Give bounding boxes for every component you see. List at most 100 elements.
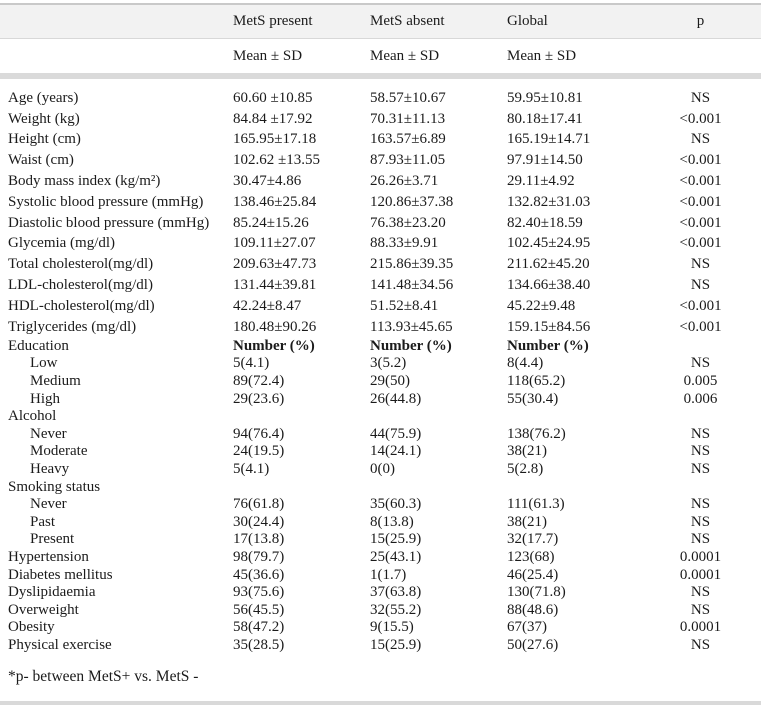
data-cell: 120.86±37.38 [370,193,454,210]
data-cell: 35(28.5) [233,636,285,653]
row-label: Weight (kg) [8,110,80,127]
data-cell: 29(23.6) [233,390,285,407]
row-label: Smoking status [8,478,101,495]
data-cell: 5(2.8) [507,461,544,478]
p-value-cell: NS [690,443,711,460]
data-cell: 76(61.8) [233,496,285,513]
table-row: Smoking status [0,478,761,496]
row-label: Alcohol [8,408,57,425]
p-value-cell: 0.0001 [679,548,722,565]
table-row: Never 94(76.4) 44(75.9) 138(76.2) NS [0,426,761,444]
data-cell: 132.82±31.03 [507,193,591,210]
data-cell: 113.93±45.65 [370,318,453,335]
data-cell: 8(13.8) [370,513,414,530]
data-cell: 5(4.1) [233,355,270,372]
table-row: Overweight 56(45.5) 32(55.2) 88(48.6) NS [0,601,761,619]
header-separator-band [0,73,761,79]
header-mets-present: MetS present [233,13,313,29]
data-cell: 98(79.7) [233,548,285,565]
data-cell: 141.48±34.56 [370,277,454,294]
p-value-cell: NS [690,513,711,530]
data-cell: Number (%) [233,337,315,354]
table-row: Hypertension 98(79.7) 25(43.1) 123(68) 0.000… [0,549,761,567]
row-label: Total cholesterol(mg/dl) [8,256,154,273]
row-label: LDL-cholesterol(mg/dl) [8,277,153,294]
p-value-cell: NS [690,256,711,273]
data-cell: 84.84 ±17.92 [233,110,313,127]
data-cell: 26(44.8) [370,390,422,407]
table-row: Medium 89(72.4) 29(50) 118(65.2) 0.005 [0,373,761,391]
table-footnote: *p- between MetS+ vs. MetS - [8,668,199,686]
data-cell: 3(5.2) [370,355,407,372]
data-cell: 85.24±15.26 [233,214,309,231]
table-row: Obesity 58(47.2) 9(15.5) 67(37) 0.0001 [0,619,761,637]
data-cell: 58(47.2) [233,619,285,636]
data-cell: 180.48±90.26 [233,318,317,335]
row-label: Physical exercise [8,636,112,653]
data-cell: 44(75.9) [370,425,422,442]
data-cell: 70.31±11.13 [370,110,446,127]
data-cell: 97.91±14.50 [507,152,583,169]
data-cell: 35(60.3) [370,496,422,513]
data-cell: 9(15.5) [370,619,414,636]
data-cell: 15(25.9) [370,531,422,548]
table-body: Age (years) 60.60 ±10.85 58.57±10.67 59.95±… [0,79,761,654]
data-cell: 118(65.2) [507,373,566,390]
p-value-cell: NS [690,601,711,618]
data-cell: 32(55.2) [370,601,422,618]
row-label: Diastolic blood pressure (mmHg) [8,214,210,231]
data-cell: 42.24±8.47 [233,297,302,314]
row-label: Diabetes mellitus [8,566,113,583]
data-cell: 26.26±3.71 [370,173,439,190]
row-label: Age (years) [8,89,79,106]
data-cell: Number (%) [370,337,452,354]
subheader-mean-sd-1: Mean ± SD [233,47,303,64]
table-row: Heavy 5(4.1) 0(0) 5(2.8) NS [0,461,761,479]
table-top-rule [0,0,761,5]
table-row: Height (cm) 165.95±17.18 163.57±6.89 165.19… [0,130,761,151]
row-label: Medium [30,373,81,390]
row-label: Triglycerides (mg/dl) [8,318,137,335]
data-cell: 88.33±9.91 [370,235,439,252]
row-label: Never [30,425,67,442]
data-cell: 88(48.6) [507,601,559,618]
data-cell: 30(24.4) [233,513,285,530]
p-value-cell: <0.001 [679,110,722,127]
row-label: Systolic blood pressure (mmHg) [8,193,204,210]
data-cell: 46(25.4) [507,566,559,583]
row-label: Height (cm) [8,131,81,148]
data-cell: 15(25.9) [370,636,422,653]
data-cell: 58.57±10.67 [370,89,446,106]
row-label: Glycemia (mg/dl) [8,235,116,252]
data-cell: 14(24.1) [370,443,422,460]
data-cell: 165.19±14.71 [507,131,591,148]
data-cell: 109.11±27.07 [233,235,316,252]
data-cell: 209.63±47.73 [233,256,317,273]
data-cell: 163.57±6.89 [370,131,446,148]
data-cell: 134.66±38.40 [507,277,591,294]
table-row: Total cholesterol(mg/dl) 209.63±47.73 215.… [0,254,761,275]
table-row: Waist (cm) 102.62 ±13.55 87.93±11.05 97.91±… [0,150,761,171]
data-cell: 111(61.3) [507,496,565,513]
data-cell: 24(19.5) [233,443,285,460]
p-value-cell: <0.001 [679,297,722,314]
data-cell: 131.44±39.81 [233,277,317,294]
table-row: Systolic blood pressure (mmHg) 138.46±25.… [0,192,761,213]
data-cell: 32(17.7) [507,531,559,548]
data-cell: 89(72.4) [233,373,285,390]
data-cell: 102.62 ±13.55 [233,152,320,169]
data-cell: 130(71.8) [507,584,566,601]
row-label: Body mass index (kg/m²) [8,173,161,190]
subheader-mean-sd-2: Mean ± SD [370,47,440,64]
table-row: Present 17(13.8) 15(25.9) 32(17.7) NS [0,531,761,549]
data-cell: 138(76.2) [507,425,566,442]
p-value-cell: NS [690,584,711,601]
data-cell: 102.45±24.95 [507,235,591,252]
data-cell: 76.38±23.20 [370,214,446,231]
p-value-cell: 0.005 [683,373,718,390]
data-cell: 51.52±8.41 [370,297,439,314]
row-label: Obesity [8,619,55,636]
table-row: Diabetes mellitus 45(36.6) 1(1.7) 46(25.4) 0… [0,566,761,584]
data-cell: 59.95±10.81 [507,89,583,106]
p-value-cell: <0.001 [679,193,722,210]
